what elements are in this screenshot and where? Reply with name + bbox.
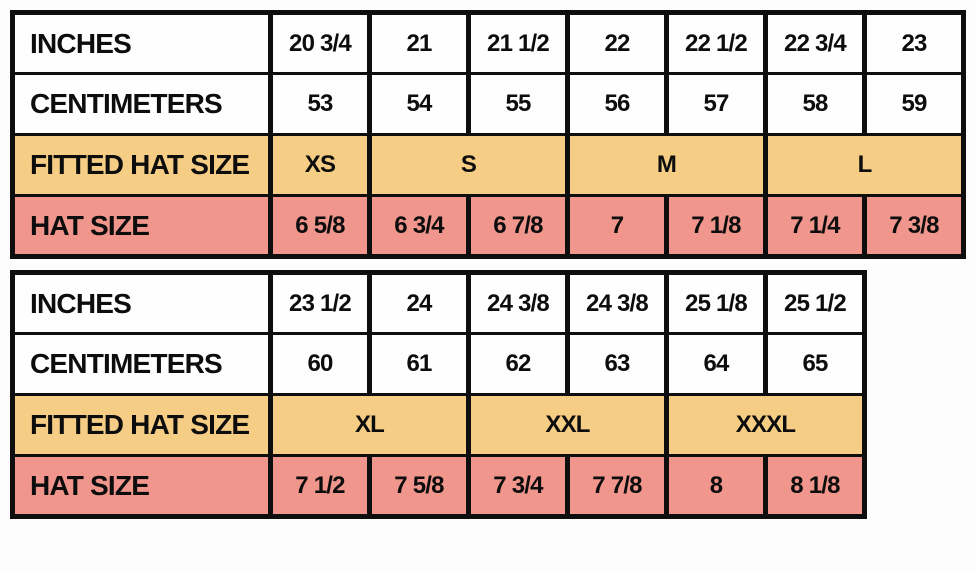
hat-size-table-small-to-large: INCHES 20 3/4 21 21 1/2 22 22 1/2 22 3/4 23 CENT… xyxy=(10,10,966,259)
data-cell: 61 xyxy=(367,332,471,396)
data-cell: L xyxy=(763,133,966,197)
data-cell: 7 xyxy=(565,194,669,258)
row-label-cell: INCHES xyxy=(10,271,273,335)
data-cell: 58 xyxy=(763,72,867,136)
data-cell: 24 3/8 xyxy=(565,271,669,335)
table-row-centimeters: CENTIMETERS 60 61 62 63 64 65 xyxy=(10,332,867,396)
data-cell: 25 1/2 xyxy=(763,271,867,335)
data-cell: 23 xyxy=(862,11,966,75)
data-cell: 24 xyxy=(367,271,471,335)
row-label-cell: FITTED HAT SIZE xyxy=(10,133,273,197)
data-cell: 59 xyxy=(862,72,966,136)
data-cell: 7 3/8 xyxy=(862,194,966,258)
data-cell: 7 1/8 xyxy=(664,194,768,258)
row-label-cell: INCHES xyxy=(10,11,273,75)
data-cell: 7 7/8 xyxy=(565,454,669,518)
data-cell: XS xyxy=(268,133,372,197)
data-cell: 22 3/4 xyxy=(763,11,867,75)
data-cell: 21 1/2 xyxy=(466,11,570,75)
data-cell: 23 1/2 xyxy=(268,271,372,335)
table-row-centimeters: CENTIMETERS 53 54 55 56 57 58 59 xyxy=(10,72,966,136)
table-row-inches: INCHES 23 1/2 24 24 3/8 24 3/8 25 1/8 25 1/2 xyxy=(10,271,867,335)
data-cell: 21 xyxy=(367,11,471,75)
table-row-fitted-hat-size: FITTED HAT SIZE XL XXL XXXL xyxy=(10,393,867,457)
data-cell: 64 xyxy=(664,332,768,396)
row-label-cell: HAT SIZE xyxy=(10,194,273,258)
data-cell: 7 1/2 xyxy=(268,454,372,518)
data-cell: M xyxy=(565,133,768,197)
data-cell: 6 5/8 xyxy=(268,194,372,258)
table-row-hat-size: HAT SIZE 7 1/2 7 5/8 7 3/4 7 7/8 8 8 1/8 xyxy=(10,454,867,518)
data-cell: 22 1/2 xyxy=(664,11,768,75)
data-cell: 8 xyxy=(664,454,768,518)
data-cell: 7 5/8 xyxy=(367,454,471,518)
data-cell: XXL xyxy=(466,393,669,457)
row-label-cell: HAT SIZE xyxy=(10,454,273,518)
data-cell: 65 xyxy=(763,332,867,396)
data-cell: 60 xyxy=(268,332,372,396)
data-cell: 63 xyxy=(565,332,669,396)
data-cell: 7 3/4 xyxy=(466,454,570,518)
data-cell: 55 xyxy=(466,72,570,136)
data-cell: XL xyxy=(268,393,471,457)
data-cell: 22 xyxy=(565,11,669,75)
data-cell: 25 1/8 xyxy=(664,271,768,335)
data-cell: 6 7/8 xyxy=(466,194,570,258)
table-row-inches: INCHES 20 3/4 21 21 1/2 22 22 1/2 22 3/4 23 xyxy=(10,11,966,75)
table-row-fitted-hat-size: FITTED HAT SIZE XS S M L xyxy=(10,133,966,197)
data-cell: 6 3/4 xyxy=(367,194,471,258)
data-cell: 24 3/8 xyxy=(466,271,570,335)
data-cell: 7 1/4 xyxy=(763,194,867,258)
data-cell: XXXL xyxy=(664,393,867,457)
data-cell: 56 xyxy=(565,72,669,136)
row-label-cell: CENTIMETERS xyxy=(10,72,273,136)
data-cell: 54 xyxy=(367,72,471,136)
row-label-cell: FITTED HAT SIZE xyxy=(10,393,273,457)
data-cell: 53 xyxy=(268,72,372,136)
table-row-hat-size: HAT SIZE 6 5/8 6 3/4 6 7/8 7 7 1/8 7 1/4 7 3/8 xyxy=(10,194,966,258)
data-cell: 20 3/4 xyxy=(268,11,372,75)
data-cell: S xyxy=(367,133,570,197)
data-cell: 62 xyxy=(466,332,570,396)
data-cell: 8 1/8 xyxy=(763,454,867,518)
data-cell: 57 xyxy=(664,72,768,136)
hat-size-table-xl-to-xxxl: INCHES 23 1/2 24 24 3/8 24 3/8 25 1/8 25 1/2 CE… xyxy=(10,270,867,519)
row-label-cell: CENTIMETERS xyxy=(10,332,273,396)
